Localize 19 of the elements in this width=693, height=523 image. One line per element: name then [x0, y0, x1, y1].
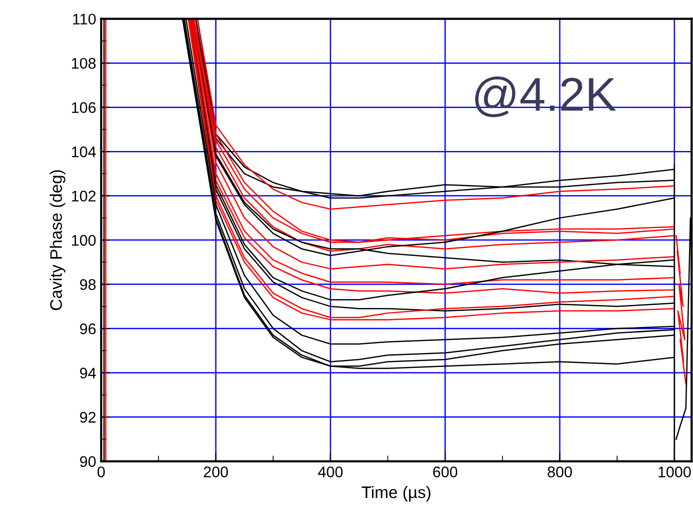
y-tick-label: 98	[80, 279, 96, 290]
x-tick-label: 200	[204, 466, 228, 478]
y-tick-label: 104	[72, 146, 96, 158]
x-tick-label: 1000	[658, 466, 691, 478]
y-tick-label: 110	[73, 14, 96, 25]
x-tick-label: 800	[548, 466, 572, 478]
x-axis-title: Time (µs)	[362, 486, 430, 502]
y-tick-label: 102	[72, 190, 96, 202]
y-tick-label: 100	[72, 234, 96, 246]
x-tick-label: 600	[433, 466, 458, 478]
y-tick-label: 92	[80, 412, 96, 423]
x-tick-label: 0	[98, 466, 105, 478]
y-tick-label: 90	[80, 456, 96, 467]
x-tick-label: 400	[318, 466, 343, 478]
y-tick-label: 108	[72, 58, 96, 69]
y-tick-label: 106	[72, 102, 96, 114]
y-axis-title: Cavity Phase (deg)	[50, 170, 66, 310]
y-tick-label: 96	[80, 323, 96, 334]
y-tick-label: 94	[80, 368, 96, 378]
